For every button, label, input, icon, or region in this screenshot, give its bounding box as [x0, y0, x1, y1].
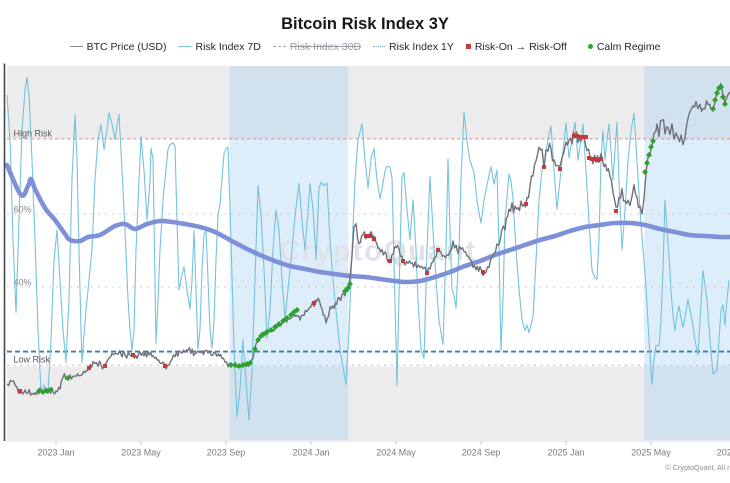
svg-text:Low Risk: Low Risk — [14, 354, 51, 364]
svg-text:2025 Jan: 2025 Jan — [547, 448, 584, 458]
svg-text:2025 May: 2025 May — [631, 448, 671, 458]
svg-text:© CryptoQuant. All rights rese: © CryptoQuant. All rights reserved — [666, 463, 730, 472]
svg-text:2023 Sep: 2023 Sep — [207, 448, 246, 458]
svg-text:2023 Jan: 2023 Jan — [37, 448, 74, 458]
svg-text:2024 Sep: 2024 Sep — [462, 448, 501, 458]
svg-text:2023 May: 2023 May — [121, 448, 161, 458]
svg-text:2025 Sep: 2025 Sep — [717, 448, 730, 458]
svg-text:CryptoQuant: CryptoQuant — [279, 236, 477, 268]
svg-text:2024 May: 2024 May — [376, 448, 416, 458]
svg-text:High Risk: High Risk — [14, 128, 53, 138]
svg-text:60%: 60% — [14, 205, 32, 215]
svg-text:40%: 40% — [14, 278, 32, 288]
svg-text:2024 Jan: 2024 Jan — [292, 448, 329, 458]
